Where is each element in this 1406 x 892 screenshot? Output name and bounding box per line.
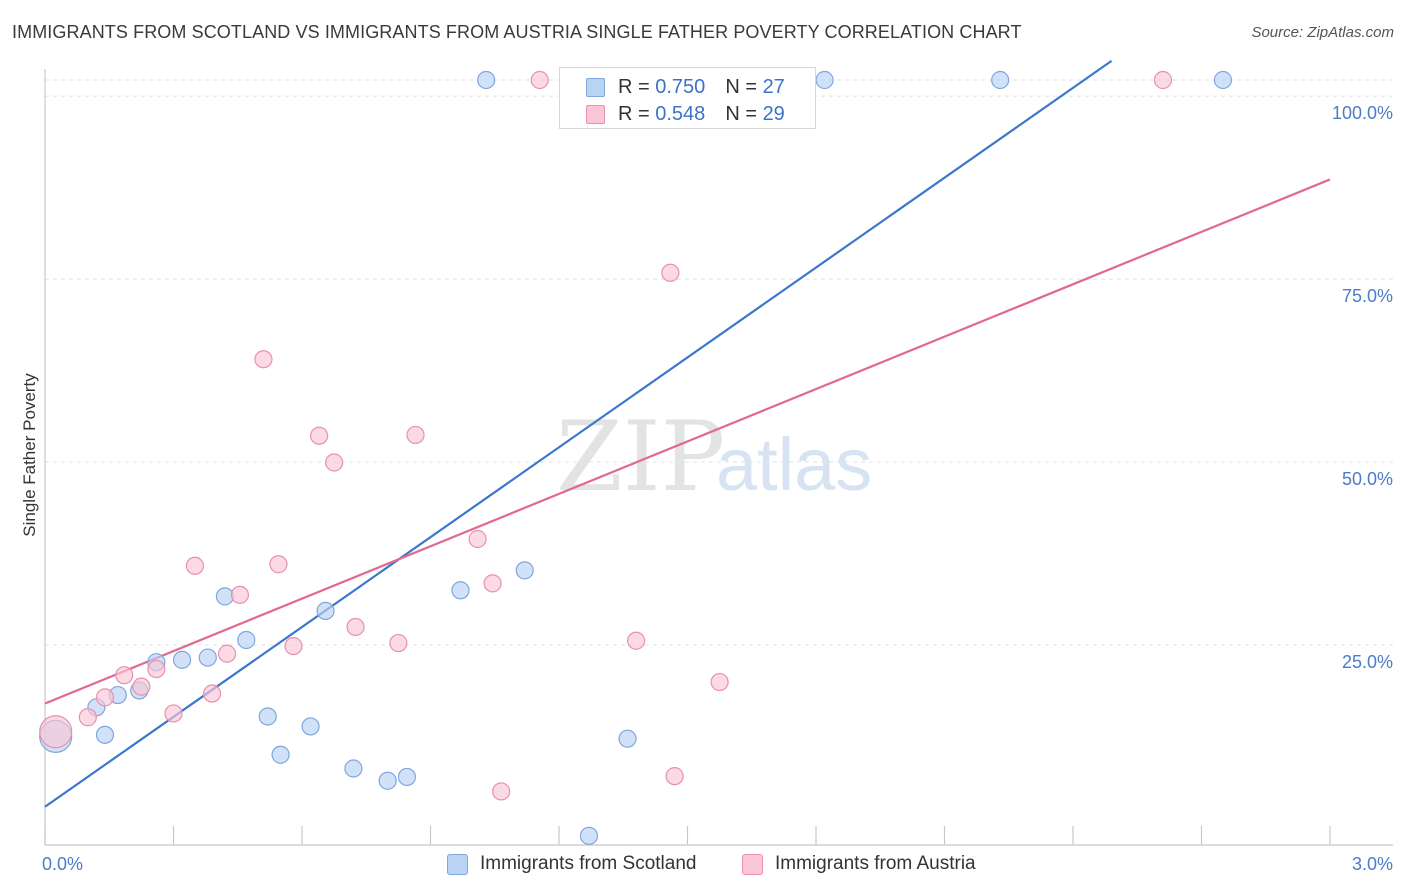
legend-n-label: N = — [725, 75, 763, 98]
trend-line-austria — [44, 178, 1331, 705]
point-austria — [230, 585, 249, 604]
point-scotland — [258, 707, 277, 726]
point-austria — [406, 425, 425, 445]
point-austria — [269, 555, 288, 574]
point-austria — [492, 782, 511, 801]
point-austria — [147, 659, 166, 679]
point-scotland — [618, 729, 637, 748]
legend-r-value: 0.548 — [655, 102, 706, 125]
point-austria — [530, 70, 549, 90]
point-austria — [95, 688, 115, 707]
point-austria — [661, 263, 680, 282]
point-austria — [254, 350, 273, 369]
point-austria — [78, 708, 97, 727]
point-scotland — [397, 767, 417, 787]
point-austria — [710, 672, 729, 692]
point-austria — [665, 767, 684, 786]
watermark-atlas: atlas — [716, 423, 872, 506]
source-credit: Source: ZipAtlas.com — [1251, 24, 1394, 41]
point-scotland — [301, 717, 320, 736]
point-austria — [389, 633, 408, 653]
tick-label-layer: 25.0% 50.0% 75.0% 100.0% 0.0% 3.0% — [42, 103, 1393, 874]
legend-row-scotland: R = 0.750 N = 27 — [586, 74, 785, 100]
legend-swatch-austria — [586, 104, 605, 124]
point-austria — [217, 644, 237, 663]
point-austria — [115, 666, 134, 685]
point-austria — [164, 704, 183, 723]
point-scotland — [237, 630, 256, 650]
point-austria — [468, 529, 487, 549]
bottom-legend-austria: Immigrants from Austria — [742, 851, 976, 877]
point-austria — [132, 677, 151, 696]
point-austria — [325, 453, 344, 472]
legend-r-label: R = — [618, 75, 656, 98]
point-scotland — [451, 581, 470, 600]
point-scotland — [579, 826, 599, 845]
point-scotland — [198, 648, 217, 667]
point-austria — [346, 617, 365, 637]
point-scotland — [477, 70, 496, 90]
point-austria — [185, 556, 205, 575]
point-scotland — [271, 745, 290, 764]
legend-r-label: R = — [618, 102, 656, 125]
axes-layer — [44, 69, 1393, 846]
point-austria — [284, 636, 303, 656]
bottom-legend-swatch-austria — [742, 853, 763, 875]
bottom-legend-label-scotland: Immigrants from Scotland — [480, 853, 697, 874]
trend-line-scotland — [44, 59, 1113, 808]
point-austria — [202, 684, 222, 703]
legend-r-value: 0.750 — [655, 75, 706, 98]
legend-swatch-scotland — [586, 77, 605, 97]
y-axis-label: Single Father Poverty — [20, 373, 39, 537]
point-scotland — [215, 587, 234, 606]
legend-n-value: 27 — [762, 75, 785, 98]
point-scotland — [515, 561, 534, 580]
chart-title: IMMIGRANTS FROM SCOTLAND VS IMMIGRANTS F… — [12, 22, 1022, 42]
point-scotland — [344, 759, 363, 778]
x-tick-label: 0.0% — [42, 854, 83, 874]
trend-layer — [44, 59, 1331, 808]
y-tick-label: 100.0% — [1332, 103, 1393, 123]
x-tick-label: 3.0% — [1352, 854, 1393, 874]
watermark: ZIP atlas — [556, 401, 872, 513]
point-austria — [626, 631, 646, 650]
y-tick-label: 25.0% — [1342, 652, 1393, 672]
point-scotland — [316, 601, 335, 621]
point-scotland — [815, 70, 834, 90]
watermark-zip: ZIP — [556, 401, 725, 513]
point-austria — [1153, 70, 1173, 90]
y-tick-label: 75.0% — [1342, 286, 1393, 306]
point-scotland — [1213, 70, 1233, 90]
point-scotland — [991, 70, 1010, 90]
bottom-legend-swatch-scotland — [447, 853, 468, 875]
point-austria — [310, 426, 329, 445]
bottom-legend-scotland: Immigrants from Scotland — [447, 851, 696, 877]
grid-layer — [45, 79, 1393, 646]
point-scotland — [172, 650, 192, 669]
point-austria — [483, 574, 502, 593]
y-tick-label: 50.0% — [1342, 469, 1393, 489]
legend-row-austria: R = 0.548 N = 29 — [586, 101, 785, 127]
bottom-legend-label-austria: Immigrants from Austria — [775, 853, 976, 874]
point-austria — [39, 715, 73, 749]
correlation-legend: R = 0.750 N = 27 R = 0.548 N = 29 — [559, 67, 816, 129]
legend-n-label: N = — [725, 102, 763, 125]
legend-n-value: 29 — [762, 102, 785, 125]
point-scotland — [95, 725, 115, 744]
point-scotland — [378, 771, 397, 790]
points-layer — [39, 70, 1233, 845]
